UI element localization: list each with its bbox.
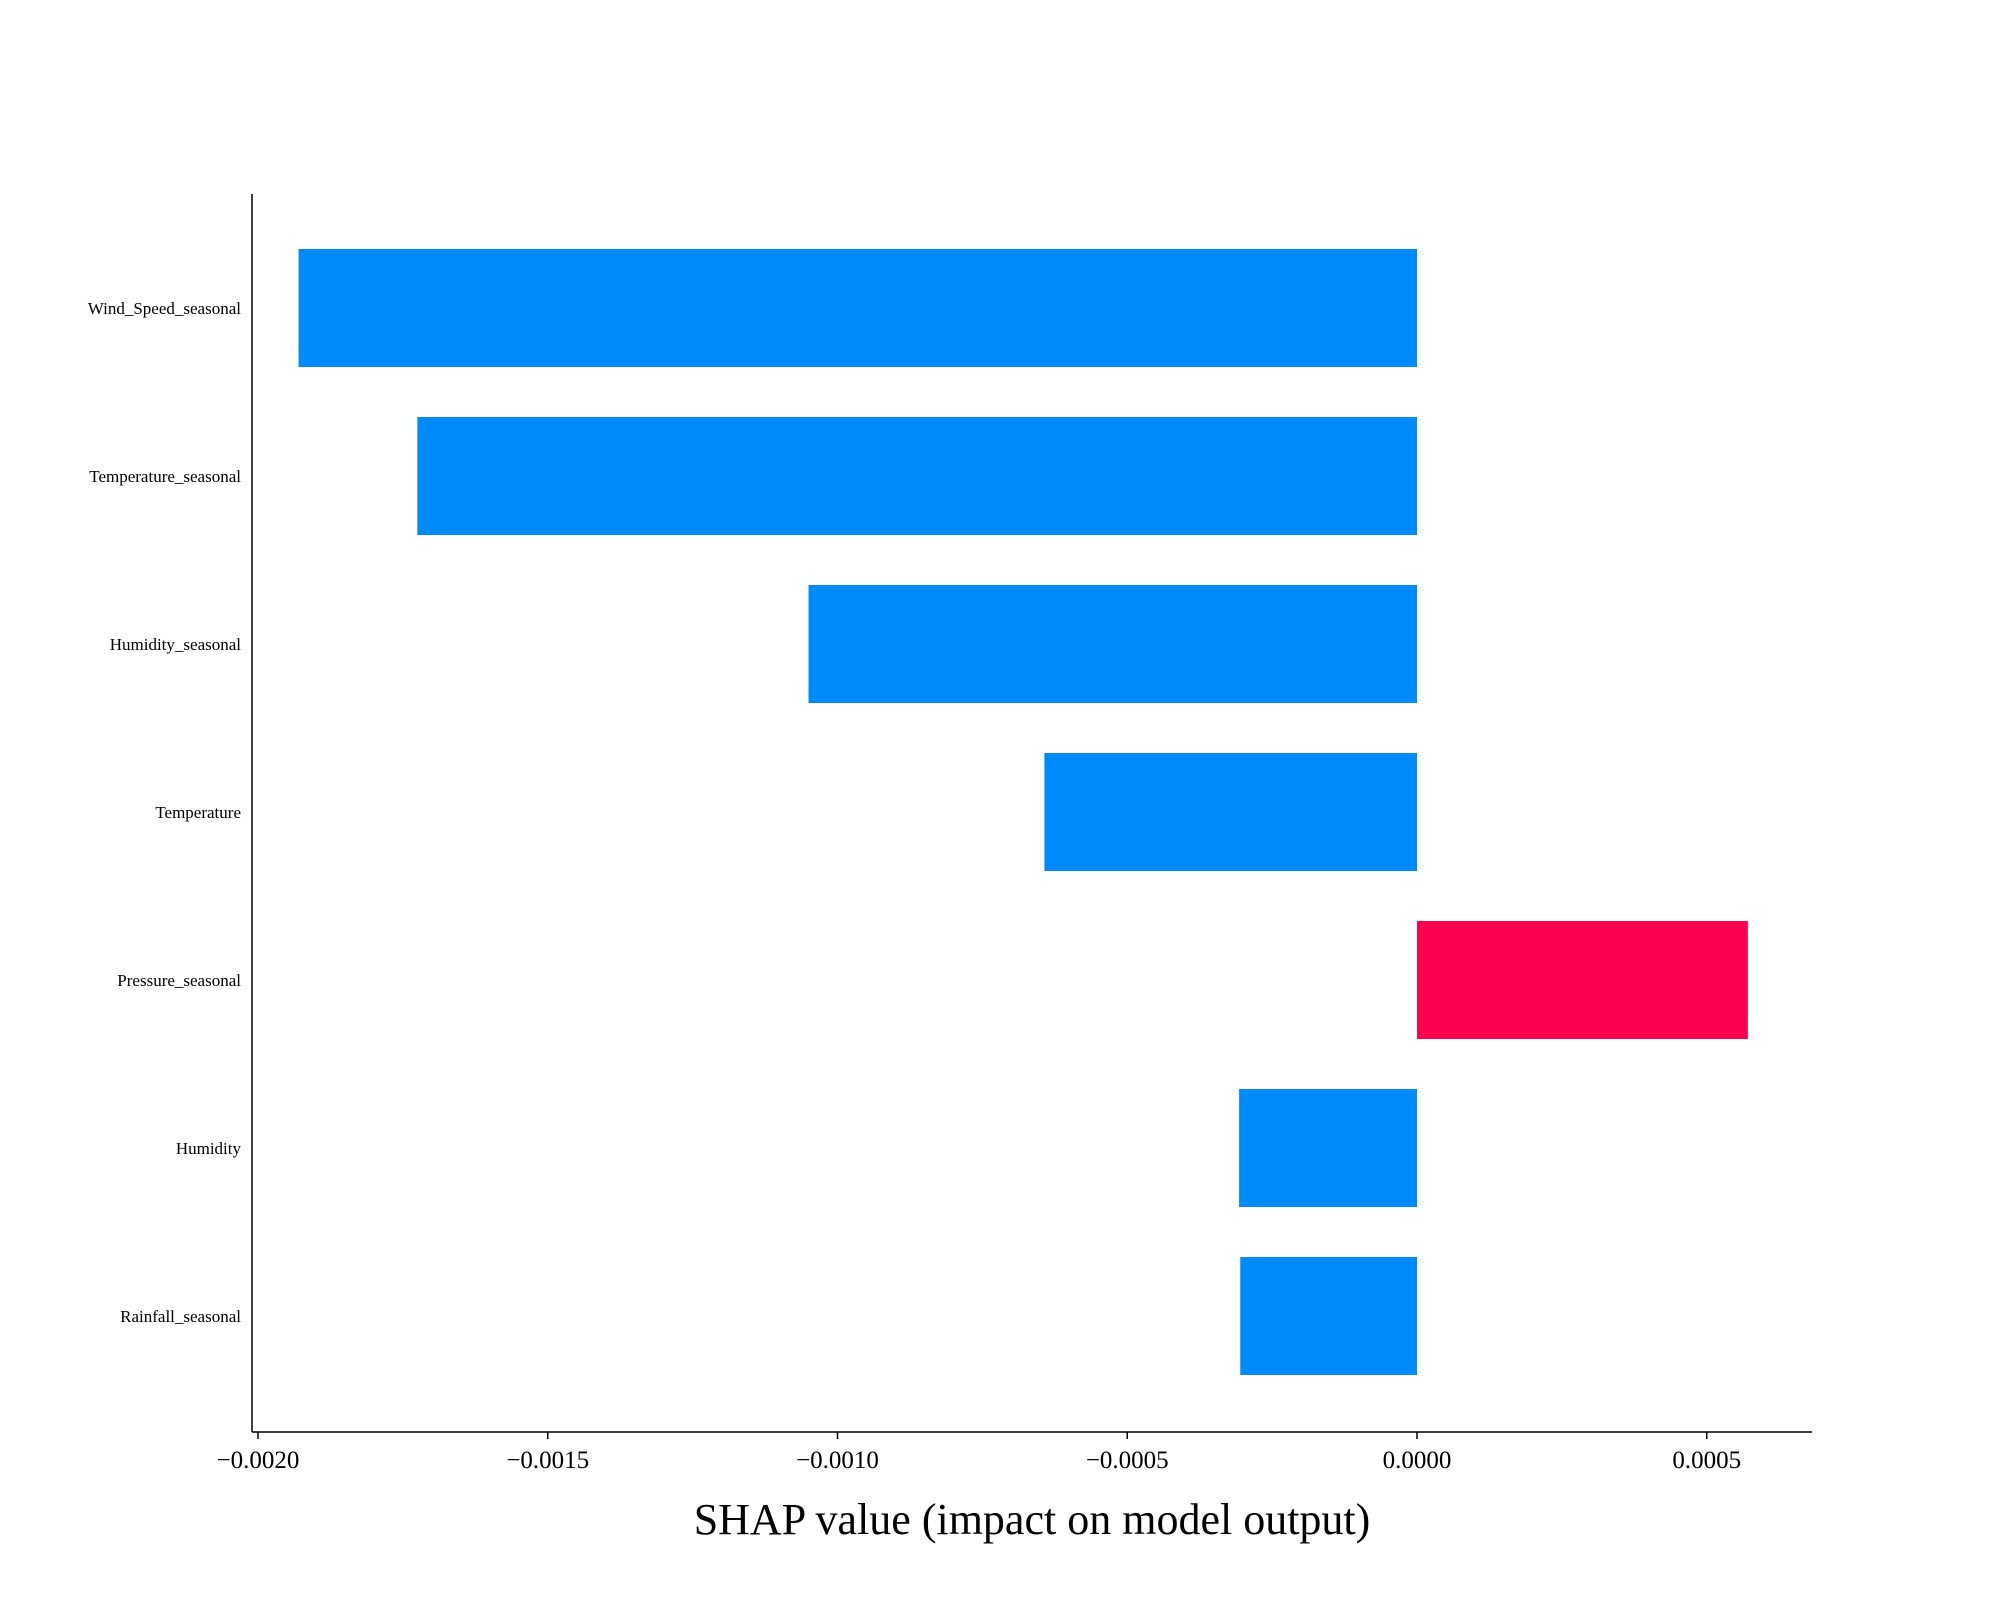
x-tick-label: −0.0015 (506, 1447, 589, 1474)
category-labels: Wind_Speed_seasonal Temperature_seasonal H… (88, 299, 242, 1326)
category-label: Temperature (155, 803, 241, 822)
bar-temperature (1044, 753, 1417, 871)
bar-pressure-seasonal (1417, 921, 1748, 1039)
category-label: Temperature_seasonal (89, 467, 241, 486)
bar-temperature-seasonal (417, 417, 1417, 535)
ticks-layer: −0.0020 −0.0015 −0.0010 −0.0005 0.0000 0.0005 (217, 1432, 1741, 1474)
category-label: Rainfall_seasonal (120, 1307, 241, 1326)
bar-wind-speed-seasonal (298, 249, 1418, 367)
x-tick-label: −0.0010 (796, 1447, 879, 1474)
bar-rainfall-seasonal (1240, 1257, 1417, 1375)
x-tick-label: 0.0000 (1383, 1447, 1452, 1474)
x-tick-label: 0.0005 (1672, 1447, 1741, 1474)
category-label: Pressure_seasonal (117, 971, 241, 990)
bar-humidity (1239, 1089, 1417, 1207)
x-tick-label: −0.0005 (1086, 1447, 1169, 1474)
bars-layer (298, 249, 1748, 1375)
x-tick-label: −0.0020 (217, 1447, 300, 1474)
x-axis-title: SHAP value (impact on model output) (694, 1495, 1371, 1544)
category-label: Wind_Speed_seasonal (88, 299, 242, 318)
axes-layer (251, 194, 1812, 1433)
category-label: Humidity_seasonal (110, 635, 242, 654)
bar-humidity-seasonal (808, 585, 1417, 703)
category-label: Humidity (176, 1139, 242, 1158)
